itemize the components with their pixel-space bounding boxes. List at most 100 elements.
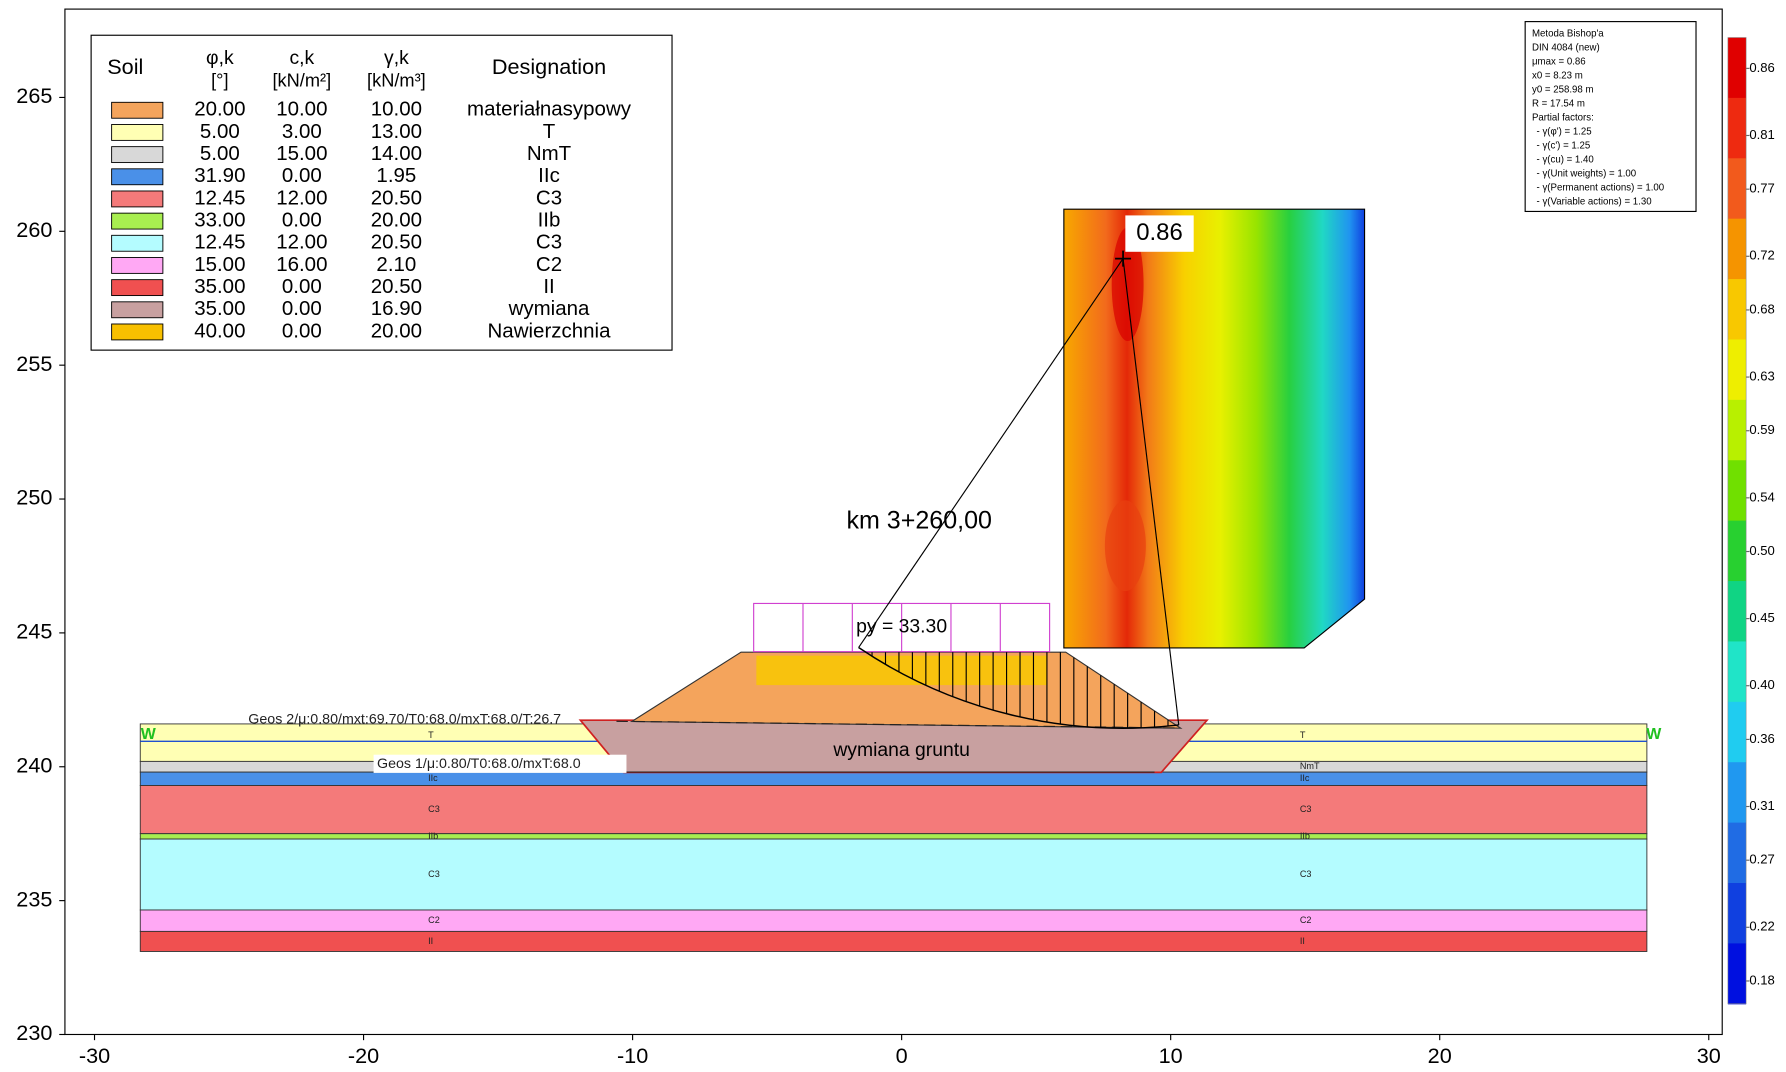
table-cell: 12.00 (276, 186, 327, 209)
table-cell: 0.00 (282, 275, 322, 298)
colorbar-label: 0.45 (1749, 610, 1774, 625)
table-cell: 16.90 (371, 297, 422, 320)
table-cell: 20.00 (371, 209, 422, 232)
colorbar-label: 0.40 (1749, 677, 1774, 692)
colorbar-segment (1728, 521, 1746, 582)
soil-layer (140, 834, 1647, 839)
table-cell: 0.00 (282, 164, 322, 187)
chart: TTNmTNmTIIcIIcC3C3IIbIIbC3C3C2C2IIIIWW w… (0, 0, 1786, 1072)
table-cell: IIc (538, 164, 560, 187)
table-cell: Nawierzchnia (488, 319, 612, 342)
section-title: km 3+260,00 (846, 506, 991, 534)
layer-label: C2 (428, 915, 440, 925)
table-cell: 0.00 (282, 209, 322, 232)
colorbar-segment (1728, 98, 1746, 159)
info-line: - γ(Permanent actions) = 1.00 (1537, 182, 1665, 193)
table-cell: 33.00 (194, 209, 245, 232)
table-cell: 35.00 (194, 297, 245, 320)
table-header-unit: [kN/m³] (367, 71, 426, 91)
layer-label: C2 (1300, 915, 1312, 925)
water-marker: W (141, 726, 157, 743)
table-cell: 2.10 (376, 253, 416, 276)
colorbar-segment (1728, 400, 1746, 461)
table-header-unit: [kN/m²] (273, 71, 332, 91)
colorbar-segment (1728, 823, 1746, 884)
info-line: - γ(Unit weights) = 1.00 (1537, 168, 1637, 179)
table-cell: 40.00 (194, 319, 245, 342)
table-cell: 20.50 (371, 231, 422, 254)
info-line: - γ(cu) = 1.40 (1537, 154, 1594, 165)
colorbar-label: 0.36 (1749, 731, 1774, 746)
fs-label: 0.86 (1136, 219, 1183, 246)
reinforcement-label: Geos 2/μ:0.80/mxt:69.70/T0:68.0/mxT:68.0… (248, 712, 561, 728)
x-tick-label: -20 (348, 1043, 379, 1068)
table-header: Designation (492, 54, 606, 79)
info-line: R = 17.54 m (1532, 99, 1585, 110)
info-line: x0 = 8.23 m (1532, 71, 1583, 82)
table-cell: 12.00 (276, 231, 327, 254)
table-cell: 15.00 (276, 142, 327, 165)
table-cell: 3.00 (282, 120, 322, 143)
colorbar-segment (1728, 641, 1746, 702)
colorbar-segment (1728, 279, 1746, 340)
soil-layer (140, 772, 1647, 785)
table-cell: C2 (536, 253, 562, 276)
table-cell: 20.00 (371, 319, 422, 342)
soil-swatch (112, 124, 163, 140)
layer-label: IIc (1300, 773, 1310, 783)
table-cell: C3 (536, 186, 562, 209)
y-tick-label: 255 (16, 351, 52, 376)
y-tick-label: 240 (16, 752, 52, 777)
table-cell: IIb (538, 209, 561, 232)
layer-label: II (1300, 936, 1305, 946)
colorbar-label: 0.18 (1749, 972, 1774, 987)
soil-layer (140, 910, 1647, 931)
colorbar-label: 0.81 (1749, 127, 1774, 142)
info-line: - γ(c') = 1.25 (1537, 141, 1591, 152)
y-tick-label: 265 (16, 83, 52, 108)
table-cell: wymiana (508, 297, 590, 320)
layer-label: C3 (1300, 869, 1312, 879)
info-line: - γ(Variable actions) = 1.30 (1537, 196, 1652, 207)
soil-swatch (112, 102, 163, 118)
layer-label: T (428, 730, 434, 740)
x-tick-label: 20 (1428, 1043, 1452, 1068)
page: TTNmTNmTIIcIIcC3C3IIbIIbC3C3C2C2IIIIWW w… (0, 0, 1786, 1072)
table-cell: 13.00 (371, 120, 422, 143)
table-cell: 14.00 (371, 142, 422, 165)
layer-label: C3 (428, 869, 440, 879)
colorbar-label: 0.68 (1749, 301, 1774, 316)
y-tick-label: 235 (16, 886, 52, 911)
soil-swatch (112, 280, 163, 296)
table-cell: 20.50 (371, 275, 422, 298)
colorbar-label: 0.50 (1749, 543, 1774, 558)
layer-label: IIc (428, 773, 438, 783)
layer-label: C3 (428, 804, 440, 814)
layer-label: T (1300, 730, 1306, 740)
info-line: DIN 4084 (new) (1532, 43, 1600, 54)
pavement-load-zone (756, 656, 1047, 685)
table-cell: T (543, 120, 556, 143)
table-cell: 1.95 (376, 164, 416, 187)
table-cell: 12.45 (194, 186, 245, 209)
load-label: py = 33.30 (856, 616, 947, 638)
soil-swatch (112, 257, 163, 273)
table-cell: 0.00 (282, 297, 322, 320)
colorbar-segment (1728, 158, 1746, 219)
table-cell: 20.50 (371, 186, 422, 209)
colorbar-segment (1728, 339, 1746, 400)
colorbar-segment (1728, 460, 1746, 521)
soil-swatch (112, 169, 163, 185)
soil-layer (140, 786, 1647, 834)
layer-label: NmT (1300, 761, 1320, 771)
x-tick-label: 30 (1697, 1043, 1721, 1068)
info-line: - γ(φ') = 1.25 (1537, 127, 1592, 138)
table-cell: NmT (527, 142, 572, 165)
y-tick-label: 245 (16, 619, 52, 644)
table-cell: 15.00 (194, 253, 245, 276)
x-tick-label: 0 (896, 1043, 908, 1068)
x-tick-label: -10 (617, 1043, 648, 1068)
table-cell: II (543, 275, 554, 298)
reinforcement-label: Geos 1/μ:0.80/T0:68.0/mxT:68.0 (377, 756, 581, 772)
colorbar-segment (1728, 581, 1746, 642)
